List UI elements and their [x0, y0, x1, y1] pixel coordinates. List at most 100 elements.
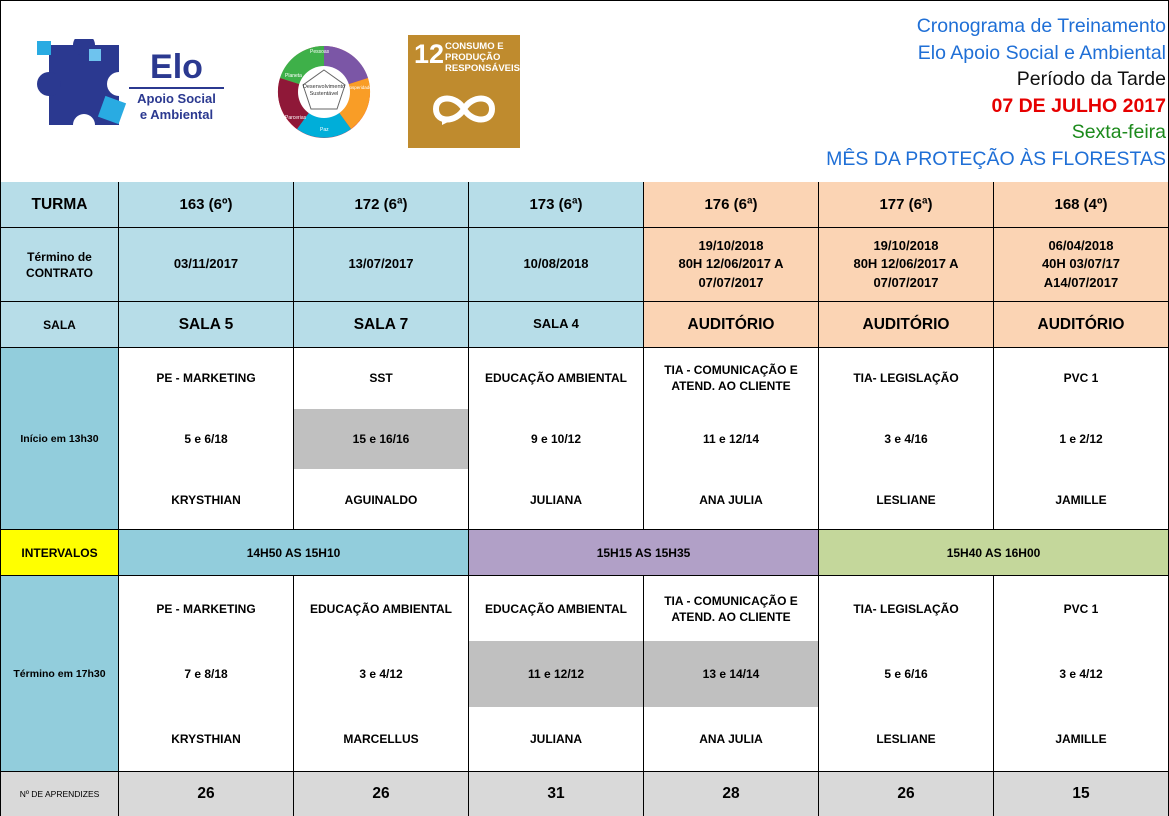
sala-name: SALA 4	[533, 316, 579, 332]
sdg12-logo: 12 Consumo e produção responsáveis	[408, 35, 520, 148]
turma-number: 177 (6ª)	[879, 196, 933, 213]
header-date: 07 DE JULHO 2017	[991, 94, 1166, 117]
session-instructor: JULIANA	[529, 732, 582, 747]
turma-header-cell: 177 (6ª)	[819, 182, 994, 228]
contrato-line: 80H 12/06/2017 A	[678, 256, 784, 272]
session-subject: PE - MARKETING	[156, 371, 256, 386]
elo-line1: Apoio Social	[137, 91, 216, 106]
contrato-line: 03/11/2017	[173, 256, 239, 272]
ods-label-planeta: Planeta	[285, 73, 302, 79]
inicio-session-cell: TIA- LEGISLAÇÃO 3 e 4/16 LESLIANE	[819, 348, 994, 530]
aprendizes-cell: 26	[294, 772, 469, 816]
sala-cell: SALA 5	[119, 302, 294, 348]
intervalo-cell: 15H40 AS 16H00	[819, 530, 1169, 576]
aprendizes-count: 15	[1072, 785, 1090, 802]
contrato-lines: 03/11/2017	[174, 255, 238, 274]
session-subject: TIA - COMUNICAÇÃO E ATEND. AO CLIENTE	[664, 593, 798, 624]
sala-cell: AUDITÓRIO	[819, 302, 994, 348]
termino-session-cell: PE - MARKETING 7 e 8/18 KRYSTHIAN	[119, 576, 294, 772]
session-lessons: 11 e 12/12	[469, 641, 643, 707]
row-label-aprendizes: Nº DE APRENDIZES	[1, 772, 119, 816]
aprendizes-cell: 26	[119, 772, 294, 816]
contrato-cell: 10/08/2018	[469, 228, 644, 302]
header-title: Cronograma de Treinamento	[916, 15, 1166, 37]
aprendizes-count: 26	[197, 785, 215, 802]
turma-number: 176 (6ª)	[704, 196, 758, 213]
ods-label-parcerias: Parcerias	[285, 115, 307, 121]
contrato-cell: 13/07/2017	[294, 228, 469, 302]
termino-session-cell: TIA - COMUNICAÇÃO E ATEND. AO CLIENTE 13 …	[644, 576, 819, 772]
contrato-cell: 19/10/2018 80H 12/06/2017 A 07/07/2017	[819, 228, 994, 302]
turma-header-cell: 163 (6º)	[119, 182, 294, 228]
session-subject: PE - MARKETING	[156, 601, 256, 616]
turma-number: 173 (6ª)	[529, 196, 583, 213]
session-lessons: 13 e 14/14	[644, 641, 818, 707]
row-label-intervalos: INTERVALOS	[1, 530, 119, 576]
intervalo-time: 14H50 AS 15H10	[246, 545, 341, 560]
sala-name: AUDITÓRIO	[1037, 315, 1125, 333]
session-instructor: JAMILLE	[1055, 732, 1107, 747]
turma-header-cell: 176 (6ª)	[644, 182, 819, 228]
termino-session-cell: EDUCAÇÃO AMBIENTAL 11 e 12/12 JULIANA	[469, 576, 644, 772]
session-lessons: 7 e 8/18	[184, 666, 228, 681]
session-instructor: KRYSTHIAN	[171, 492, 241, 507]
schedule-table: TURMA Término de CONTRATO SALA Início em 13…	[1, 182, 1169, 816]
puzzle-icon	[37, 34, 131, 136]
row-label-inicio-text: Início em 13h30	[20, 432, 99, 445]
row-label-turma-text: TURMA	[31, 195, 88, 213]
row-label-inicio: Início em 13h30	[1, 348, 119, 530]
header-month-theme: MÊS DA PROTEÇÃO ÀS FLORESTAS	[826, 147, 1166, 170]
session-subject: TIA- LEGISLAÇÃO	[853, 601, 959, 616]
contrato-lines: 10/08/2018	[523, 255, 588, 274]
contrato-line: 19/10/2018	[873, 237, 939, 253]
inicio-session-cell: PVC 1 1 e 2/12 JAMILLE	[994, 348, 1169, 530]
sala-name: SALA 5	[178, 315, 234, 333]
session-lessons: 3 e 4/16	[884, 431, 928, 446]
ods-center-text: Desenvolvimento Sustentável	[302, 84, 346, 97]
row-label-termino: Término em 17h30	[1, 576, 119, 772]
session-instructor: LESLIANE	[876, 492, 936, 507]
header-weekday: Sexta-feira	[1071, 121, 1166, 144]
session-instructor: MARCELLUS	[343, 732, 419, 747]
aprendizes-count: 31	[547, 785, 565, 802]
header-period: Período da Tarde	[1016, 68, 1166, 91]
intervalo-cell: 14H50 AS 15H10	[119, 530, 469, 576]
sdg12-number: 12	[414, 39, 445, 69]
session-subject: EDUCAÇÃO AMBIENTAL	[310, 601, 452, 616]
session-instructor: JULIANA	[529, 492, 582, 507]
inicio-session-cell: PE - MARKETING 5 e 6/18 KRYSTHIAN	[119, 348, 294, 530]
row-label-sala-text: SALA	[43, 317, 76, 332]
turma-number: 172 (6ª)	[354, 196, 408, 213]
turma-number: 163 (6º)	[179, 196, 233, 213]
aprendizes-count: 26	[372, 785, 390, 802]
elo-brand: Elo	[150, 48, 203, 86]
contrato-cell: 03/11/2017	[119, 228, 294, 302]
sdg12-text: Consumo e produção responsáveis	[445, 41, 520, 74]
session-instructor: LESLIANE	[876, 732, 936, 747]
sala-cell: SALA 4	[469, 302, 644, 348]
sala-name: SALA 7	[353, 315, 409, 333]
turma-number: 168 (4º)	[1054, 196, 1108, 213]
inicio-session-cell: EDUCAÇÃO AMBIENTAL 9 e 10/12 JULIANA	[469, 348, 644, 530]
session-instructor: KRYSTHIAN	[171, 732, 241, 747]
session-subject: SST	[369, 371, 393, 386]
row-label-aprendizes-text: Nº DE APRENDIZES	[19, 789, 100, 799]
sala-name: AUDITÓRIO	[687, 315, 775, 333]
session-lessons: 3 e 4/12	[1059, 666, 1103, 681]
contrato-line: 80H 12/06/2017 A	[853, 256, 959, 272]
session-subject: TIA - COMUNICAÇÃO E ATEND. AO CLIENTE	[664, 363, 798, 394]
header-org: Elo Apoio Social e Ambiental	[917, 41, 1166, 64]
sala-cell: AUDITÓRIO	[994, 302, 1169, 348]
session-instructor: ANA JULIA	[699, 732, 763, 747]
contrato-line: 10/08/2018	[523, 256, 589, 272]
contrato-lines: 19/10/2018 80H 12/06/2017 A 07/07/2017	[678, 237, 783, 293]
session-instructor: JAMILLE	[1055, 492, 1107, 507]
elo-logo: Elo Apoio Social e Ambiental	[29, 34, 229, 139]
contrato-line: 07/07/2017	[873, 274, 939, 290]
session-instructor: AGUINALDO	[344, 492, 418, 507]
session-lessons: 11 e 12/14	[702, 431, 760, 446]
aprendizes-cell: 28	[644, 772, 819, 816]
contrato-line: 13/07/2017	[348, 256, 414, 272]
session-subject: TIA- LEGISLAÇÃO	[853, 371, 959, 386]
